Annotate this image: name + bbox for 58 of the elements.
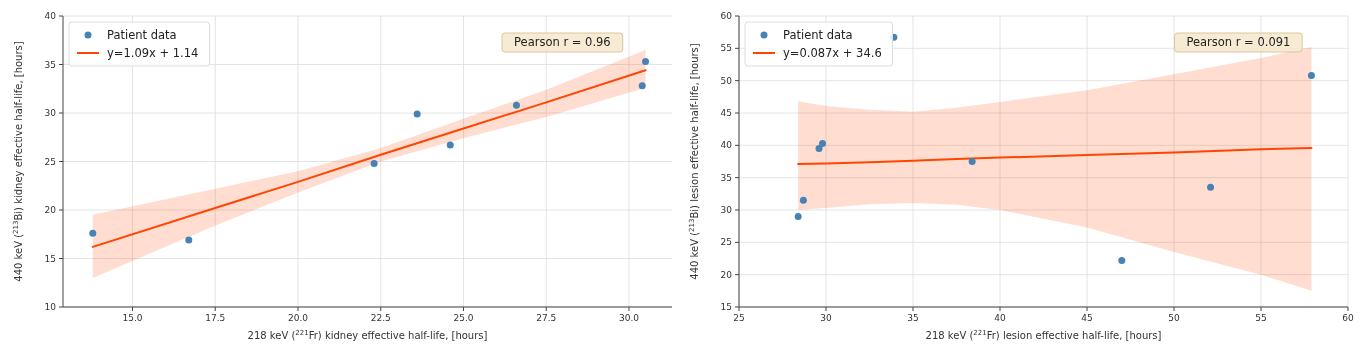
annotation: Pearson r = 0.96 bbox=[514, 35, 611, 49]
point bbox=[819, 139, 827, 147]
x-tick-label: 17.5 bbox=[205, 313, 226, 323]
y-tick-label: 20 bbox=[720, 269, 733, 280]
y-tick-label: 30 bbox=[44, 108, 57, 118]
point bbox=[968, 158, 976, 165]
y-tick-label: 10 bbox=[44, 302, 57, 312]
y-tick-label: 35 bbox=[720, 172, 732, 183]
x-tick-label: 30 bbox=[820, 313, 832, 323]
point bbox=[638, 82, 646, 90]
line-series bbox=[91, 69, 647, 248]
line-series bbox=[797, 146, 1313, 166]
y-tick-label: 40 bbox=[720, 140, 733, 151]
x-tick-label: 20.0 bbox=[287, 313, 309, 323]
x-axis-title: 218 keV ($^{221}$Fr) kidney effective half-life, [hours] bbox=[247, 329, 488, 341]
point bbox=[799, 196, 807, 204]
legend-label: Patient data bbox=[783, 28, 853, 42]
legend-label: y=0.087x + 34.6 bbox=[783, 46, 882, 60]
y-tick-label: 15 bbox=[44, 253, 56, 264]
x-tick-label: 25 bbox=[733, 313, 745, 323]
legend-label: y=1.09x + 1.14 bbox=[107, 46, 199, 60]
point bbox=[89, 229, 97, 237]
point bbox=[1307, 71, 1315, 79]
point bbox=[1207, 183, 1215, 191]
y-tick-label: 45 bbox=[720, 108, 732, 118]
x-tick-label: 30.0 bbox=[618, 313, 640, 323]
y-tick-label: 25 bbox=[720, 237, 732, 248]
y-tick-label: 60 bbox=[720, 11, 733, 21]
y-tick-label: 30 bbox=[720, 205, 733, 215]
x-tick-label: 60 bbox=[1342, 313, 1354, 323]
y-tick-label: 25 bbox=[44, 156, 56, 167]
y-tick-label: 50 bbox=[720, 75, 733, 86]
y-tick-label: 55 bbox=[720, 43, 732, 54]
y-tick-label: 40 bbox=[44, 11, 57, 21]
point bbox=[1118, 256, 1126, 264]
x-tick-label: 40 bbox=[994, 313, 1006, 323]
point bbox=[512, 101, 520, 109]
point bbox=[815, 145, 823, 153]
point bbox=[413, 110, 421, 118]
x-tick-label: 15.0 bbox=[122, 313, 143, 323]
x-tick-label: 50 bbox=[1168, 313, 1180, 323]
point bbox=[446, 141, 454, 149]
x-tick-label: 35 bbox=[907, 313, 919, 323]
y-tick-label: 20 bbox=[44, 205, 57, 215]
x-tick-label: 22.5 bbox=[370, 313, 391, 323]
point bbox=[642, 58, 650, 66]
x-tick-label: 27.5 bbox=[536, 313, 557, 323]
x-tick-label: 55 bbox=[1255, 313, 1267, 323]
point bbox=[370, 159, 378, 167]
legend-label: Patient data bbox=[107, 28, 177, 42]
point bbox=[794, 212, 802, 220]
annotation: Pearson r = 0.091 bbox=[1186, 35, 1291, 49]
x-tick-label: 45 bbox=[1081, 313, 1093, 323]
x-axis-title: 218 keV ($^{221}$Fr) lesion effective half-life, [hours] bbox=[925, 329, 1162, 341]
y-tick-label: 15 bbox=[720, 302, 732, 312]
point bbox=[185, 236, 193, 244]
x-tick-label: 25.0 bbox=[453, 313, 474, 323]
y-tick-label: 35 bbox=[44, 59, 56, 70]
